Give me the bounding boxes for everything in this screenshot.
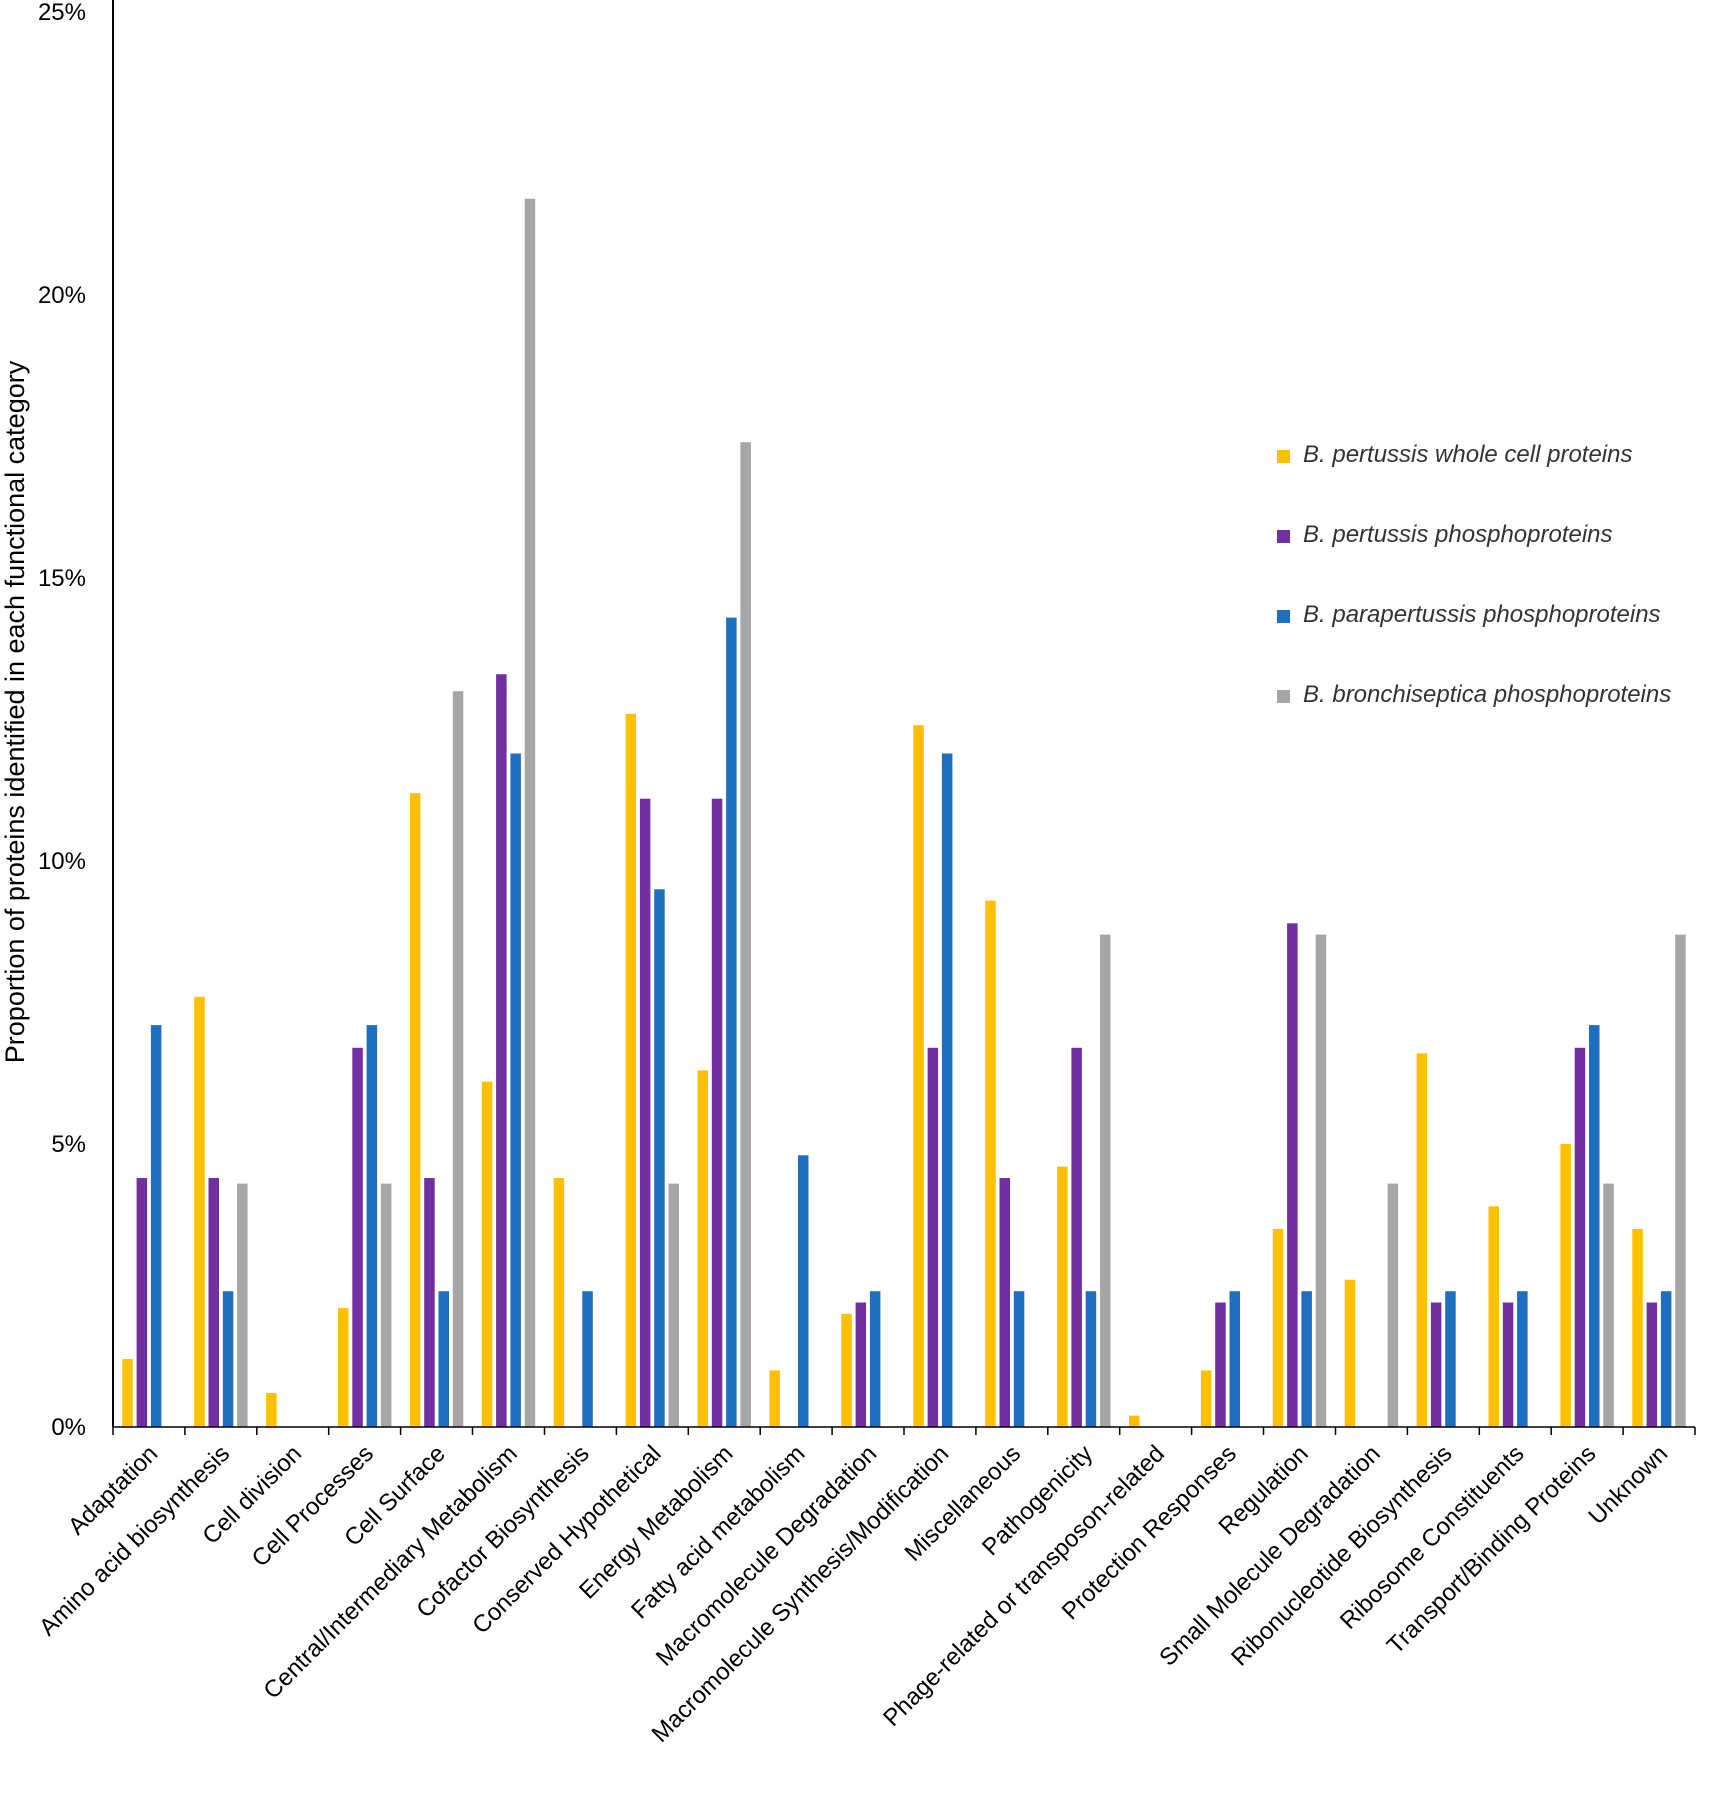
bar-3-1 xyxy=(150,1025,162,1427)
bar-1-21 xyxy=(1560,1144,1571,1427)
bar-3-7 xyxy=(582,1291,593,1427)
bar-2-19 xyxy=(1430,1302,1442,1427)
bar-1-8 xyxy=(625,713,637,1427)
bar-1-22 xyxy=(1632,1228,1643,1427)
bar-2-2 xyxy=(208,1178,219,1427)
bar-1-14 xyxy=(1057,1166,1068,1427)
x-category-label: Central/Intermediary Metabolism xyxy=(258,1440,522,1704)
bar-4-17 xyxy=(1315,934,1327,1427)
bar-4-6 xyxy=(524,198,536,1427)
bar-3-13 xyxy=(1013,1291,1025,1427)
bar-4-21 xyxy=(1603,1183,1614,1427)
y-tick-label: 5% xyxy=(51,1131,86,1158)
bar-3-21 xyxy=(1589,1025,1600,1427)
bar-4-9 xyxy=(740,442,751,1427)
bar-3-10 xyxy=(798,1155,809,1427)
bar-2-1 xyxy=(136,1178,148,1427)
y-tick-label: 10% xyxy=(38,848,86,875)
bar-3-11 xyxy=(869,1291,881,1427)
legend-label: B. pertussis whole cell proteins xyxy=(1303,441,1632,468)
bar-2-6 xyxy=(496,674,507,1427)
bar-1-7 xyxy=(553,1178,565,1427)
bar-2-8 xyxy=(639,798,651,1427)
legend-swatch xyxy=(1277,690,1290,703)
y-axis: 0% 5% 10% 15% 20% 25% xyxy=(38,0,114,1441)
bar-1-20 xyxy=(1488,1206,1499,1427)
bar-3-2 xyxy=(222,1291,234,1427)
legend-label: B. pertussis phosphoproteins xyxy=(1303,521,1613,548)
bar-1-12 xyxy=(913,725,924,1427)
y-axis-title: Proportion of proteins identified in eac… xyxy=(0,360,30,1063)
legend-swatch xyxy=(1277,610,1290,623)
bars-layer xyxy=(122,198,1686,1427)
bar-1-1 xyxy=(122,1359,133,1427)
bar-1-11 xyxy=(841,1313,852,1427)
bar-4-4 xyxy=(380,1183,392,1427)
bar-1-5 xyxy=(409,793,421,1427)
bar-3-5 xyxy=(438,1291,449,1427)
bar-3-20 xyxy=(1517,1291,1528,1427)
legend-label: B. bronchiseptica phosphoproteins xyxy=(1303,681,1671,708)
bar-4-22 xyxy=(1675,934,1686,1427)
legend: B. pertussis whole cell proteins B. pertu… xyxy=(1277,441,1671,708)
bar-3-19 xyxy=(1445,1291,1456,1427)
bar-1-15 xyxy=(1129,1415,1140,1427)
y-tick-label: 15% xyxy=(38,565,86,592)
bar-3-4 xyxy=(366,1025,378,1427)
x-category-label: Unknown xyxy=(1583,1440,1673,1530)
bar-3-9 xyxy=(726,617,737,1427)
bar-1-9 xyxy=(697,1070,708,1427)
y-tick-label: 20% xyxy=(38,282,86,309)
bar-2-21 xyxy=(1574,1047,1586,1427)
x-category-label: Cell Processes xyxy=(247,1440,379,1572)
bar-2-20 xyxy=(1502,1302,1514,1427)
bar-2-17 xyxy=(1287,923,1298,1427)
bar-2-11 xyxy=(855,1302,867,1427)
bar-2-13 xyxy=(999,1178,1010,1427)
bar-3-17 xyxy=(1301,1291,1312,1427)
bar-1-6 xyxy=(481,1081,493,1427)
bar-1-10 xyxy=(769,1370,780,1427)
bar-2-5 xyxy=(424,1178,435,1427)
y-tick-label: 25% xyxy=(38,0,86,26)
bar-3-16 xyxy=(1229,1291,1240,1427)
bar-4-2 xyxy=(237,1183,248,1427)
bar-1-16 xyxy=(1200,1370,1212,1427)
bar-1-18 xyxy=(1344,1279,1356,1427)
bar-2-12 xyxy=(927,1047,939,1427)
bar-4-14 xyxy=(1100,934,1111,1427)
bar-2-9 xyxy=(711,798,723,1427)
bar-4-8 xyxy=(668,1183,679,1427)
bar-2-22 xyxy=(1646,1302,1658,1427)
bar-3-6 xyxy=(510,753,521,1427)
bar-2-16 xyxy=(1215,1302,1226,1427)
bar-1-13 xyxy=(985,900,996,1427)
bar-3-14 xyxy=(1085,1291,1097,1427)
bar-1-2 xyxy=(194,996,205,1427)
bar-3-8 xyxy=(654,889,665,1427)
bar-4-5 xyxy=(452,691,464,1427)
bar-4-18 xyxy=(1387,1183,1399,1427)
bar-1-19 xyxy=(1416,1053,1428,1427)
bar-3-22 xyxy=(1660,1291,1672,1427)
legend-label: B. parapertussis phosphoproteins xyxy=(1303,601,1661,628)
bar-1-17 xyxy=(1272,1228,1284,1427)
bar-2-4 xyxy=(352,1047,363,1427)
legend-swatch xyxy=(1277,530,1290,543)
bar-1-3 xyxy=(266,1393,277,1427)
bar-3-12 xyxy=(941,753,953,1427)
legend-swatch xyxy=(1277,450,1290,463)
bar-2-14 xyxy=(1071,1047,1082,1427)
y-tick-label: 0% xyxy=(51,1414,86,1441)
bar-1-4 xyxy=(338,1308,349,1427)
